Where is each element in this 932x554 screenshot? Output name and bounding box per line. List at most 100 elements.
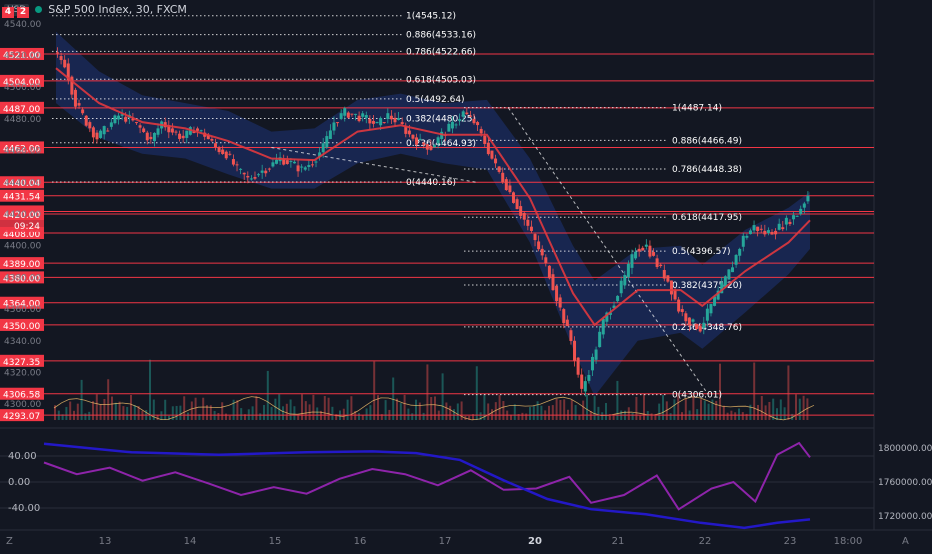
volume-bar	[536, 401, 539, 420]
volume-bar	[772, 398, 775, 420]
volume-bar	[133, 405, 136, 420]
volume-bar	[726, 412, 729, 420]
market-status-icon	[35, 6, 43, 13]
price-level-label: 4462.00	[3, 144, 40, 154]
volume-bar	[369, 405, 372, 420]
price-level-tag	[0, 387, 44, 400]
volume-bar	[791, 413, 794, 420]
candle	[149, 136, 153, 140]
candle	[748, 230, 752, 235]
fib-right-level-label: 0.5(4396.57)	[672, 247, 731, 257]
volume-bar	[99, 403, 102, 420]
volume-bar	[411, 413, 414, 420]
candle	[88, 122, 92, 129]
volume-bar	[270, 406, 273, 420]
volume-bar	[608, 413, 611, 420]
volume-bar	[593, 396, 596, 420]
volume-bar	[221, 402, 224, 420]
volume-bar	[130, 394, 132, 420]
volume-bar	[274, 398, 277, 420]
osc-right-tick: 1800000.00	[878, 444, 932, 454]
symbol-title[interactable]: S&P 500 Index, 30, FXCM	[48, 3, 187, 16]
candle	[601, 318, 605, 335]
candle	[422, 142, 426, 145]
volume-bar	[418, 402, 421, 420]
oscillator-blue-line	[43, 442, 811, 530]
candle	[318, 152, 322, 157]
candle	[242, 172, 246, 175]
volume-bar	[673, 399, 676, 420]
candle	[382, 122, 386, 124]
alert-tag-left[interactable]: 4	[2, 7, 14, 18]
candle	[167, 125, 171, 133]
candle	[447, 123, 451, 132]
candle	[206, 134, 210, 140]
volume-bar	[741, 412, 744, 420]
candle	[386, 113, 390, 119]
volume-bar	[491, 409, 493, 420]
candle	[59, 56, 63, 61]
candle	[519, 206, 523, 216]
candle	[623, 275, 627, 286]
volume-bar	[278, 394, 281, 420]
volume-bar	[449, 405, 452, 420]
volume-bar	[240, 408, 243, 420]
price-level-label: 4364.00	[3, 300, 40, 310]
candle	[354, 113, 358, 115]
price-level-label: 4380.00	[3, 274, 40, 284]
volume-bar	[757, 404, 759, 420]
candle	[745, 235, 749, 238]
price-level-label: 4306.58	[3, 391, 40, 401]
fib-left-level-label: 0.382(4480.25)	[406, 115, 476, 125]
volume-bar	[171, 406, 174, 420]
candle	[325, 136, 329, 148]
fib-right-level-label: 0.618(4417.95)	[672, 213, 742, 223]
candle	[429, 145, 433, 150]
volume-bar	[468, 415, 471, 420]
price-level-tag	[0, 189, 44, 202]
volume-bar	[738, 408, 740, 420]
candle	[587, 374, 591, 381]
candle	[350, 113, 354, 115]
volume-bar	[529, 406, 531, 420]
candle	[774, 230, 778, 235]
volume-bar	[453, 409, 455, 420]
x-tick-label: 17	[439, 536, 452, 547]
volume-bar	[779, 399, 782, 420]
volume-bar	[187, 412, 189, 420]
price-level-tag	[0, 271, 44, 284]
volume-bar	[111, 396, 113, 420]
volume-bar	[703, 400, 706, 420]
candle	[397, 118, 401, 120]
candle	[289, 161, 293, 163]
candle	[292, 161, 296, 164]
alert-tag-right[interactable]: 2	[17, 7, 29, 18]
volume-bar	[787, 365, 790, 420]
candle	[784, 217, 788, 225]
volume-bar	[475, 366, 478, 420]
candle	[580, 374, 584, 389]
y-tick-label: 4320.00	[4, 368, 41, 378]
candle	[235, 164, 239, 166]
volume-bar	[510, 414, 512, 420]
candle	[608, 312, 612, 315]
candle	[669, 280, 673, 295]
volume-bar	[597, 406, 600, 420]
volume-bar	[734, 412, 737, 420]
candle	[411, 134, 415, 139]
y-tick-label: 4360.00	[4, 305, 41, 315]
x-tick-label: 13	[99, 536, 112, 547]
candle	[117, 115, 121, 120]
candle	[63, 59, 67, 68]
candle	[328, 130, 332, 139]
fib-right-level-label: 0.786(4448.38)	[672, 165, 742, 175]
price-level-tag	[0, 47, 44, 60]
candle	[213, 143, 217, 148]
candle	[389, 115, 393, 120]
volume-bar	[92, 401, 94, 420]
price-level-tag	[0, 409, 44, 422]
candle	[368, 118, 372, 124]
volume-bar	[380, 414, 383, 420]
